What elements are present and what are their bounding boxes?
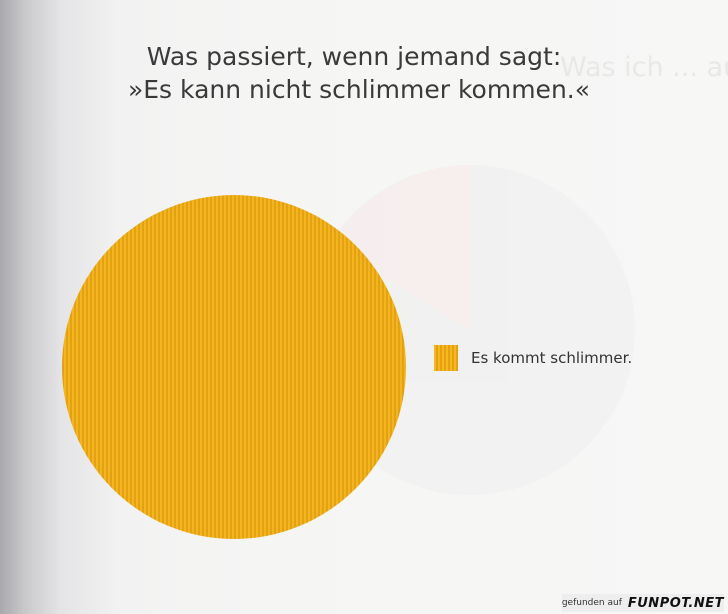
credit-brand-logo[interactable]: FUNPOT.NET: [627, 595, 724, 611]
pie-chart: [62, 195, 406, 539]
source-credit: gefunden auf FUNPOT.NET: [561, 594, 724, 612]
credit-prefix: gefunden auf: [561, 598, 622, 608]
pie-slice-0: [62, 195, 406, 539]
chart-title: Was passiert, wenn jemand sagt: »Es kann…: [0, 40, 728, 106]
legend-label: Es kommt schlimmer.: [471, 349, 633, 367]
title-line-2: »Es kann nicht schlimmer kommen.«: [127, 75, 591, 104]
legend: Es kommt schlimmer.: [434, 345, 632, 371]
legend-swatch: [434, 345, 458, 371]
bleed-pie-slice: [330, 165, 470, 330]
title-line-1: Was passiert, wenn jemand sagt:: [146, 42, 562, 71]
bleed-through-text: Was ich ... aus ist: [560, 52, 728, 83]
